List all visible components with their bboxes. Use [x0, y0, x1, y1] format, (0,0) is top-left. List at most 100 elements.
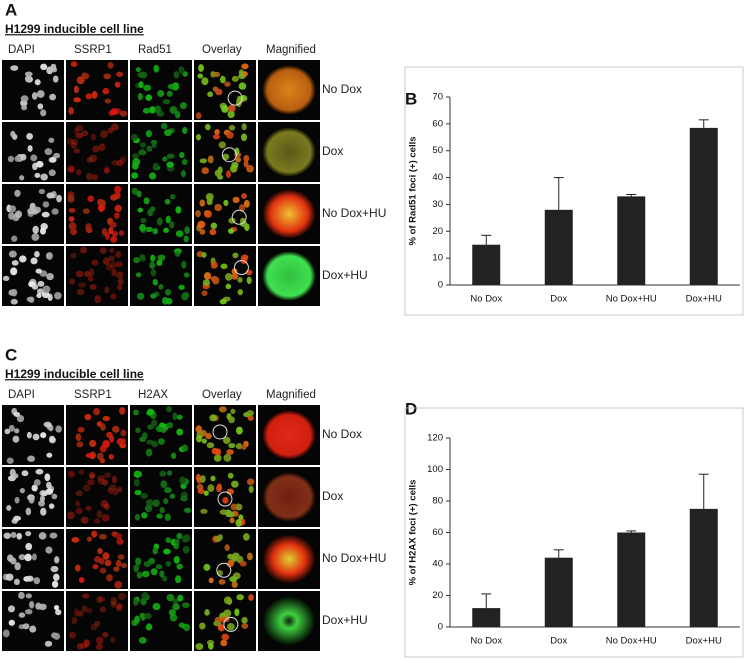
cell-nucleus [220, 639, 228, 647]
cell-nucleus [246, 164, 254, 173]
cell-nucleus [75, 490, 84, 497]
bar [544, 557, 573, 627]
cell-nucleus [110, 600, 117, 608]
cell-nucleus [13, 578, 20, 586]
cell-nucleus [25, 507, 32, 516]
cell-nucleus [218, 141, 226, 149]
cell-nucleus [158, 438, 165, 445]
cell-nucleus [102, 552, 110, 560]
cell-nucleus [13, 411, 21, 417]
cell-nucleus [107, 62, 114, 69]
cell-nucleus [5, 573, 14, 581]
cell-nucleus [95, 643, 103, 651]
cell-nucleus [87, 275, 94, 282]
bar [689, 127, 718, 285]
cell-nucleus [152, 162, 159, 170]
cell-nucleus [202, 279, 210, 286]
row-label: No Dox+HU [322, 551, 386, 565]
cell-nucleus [118, 230, 125, 236]
cell-nucleus [235, 442, 243, 450]
cell-nucleus [83, 639, 90, 647]
cell-nucleus [164, 198, 171, 205]
cell-nucleus [99, 247, 107, 255]
cell-nucleus [174, 110, 181, 119]
cell-nucleus [183, 235, 189, 243]
cell-nucleus [197, 220, 206, 229]
cell-nucleus [104, 472, 111, 478]
cell-nucleus [214, 203, 223, 212]
cell-nucleus [183, 623, 191, 632]
cell-nucleus [211, 276, 220, 285]
cell-nucleus [38, 603, 47, 611]
cell-nucleus [201, 438, 208, 444]
cell-nucleus [181, 535, 188, 543]
cell-nucleus [162, 575, 168, 582]
cell-nucleus [76, 76, 85, 85]
cell-nucleus [28, 495, 35, 504]
cell-nucleus [71, 138, 79, 146]
column-header: Rad51 [138, 44, 172, 56]
cell-nucleus [116, 603, 123, 610]
cell-nucleus [234, 503, 243, 511]
error-bar [626, 193, 637, 197]
cell-nucleus [83, 640, 90, 648]
cell-nucleus [148, 106, 157, 114]
cell-nucleus [219, 509, 228, 515]
cell-nucleus [117, 592, 126, 600]
cell-nucleus [184, 507, 192, 514]
cell-nucleus [19, 175, 25, 181]
magnified-cell [262, 65, 316, 115]
cell-nucleus [204, 210, 212, 218]
cell-nucleus [51, 580, 59, 588]
cell-nucleus [145, 448, 153, 457]
bar [617, 196, 646, 285]
cell-nucleus [230, 503, 237, 511]
cell-nucleus [227, 623, 235, 631]
column-header: SSRP1 [74, 389, 112, 401]
cell-nucleus [92, 564, 99, 570]
y-tick-label: 0 [438, 622, 443, 633]
y-tick-label: 60 [432, 118, 443, 129]
cell-nucleus [174, 251, 181, 257]
cell-nucleus [225, 170, 231, 179]
cell-nucleus [241, 616, 248, 624]
cell-nucleus [175, 230, 184, 237]
cell-nucleus [223, 199, 229, 206]
cell-nucleus [243, 160, 249, 168]
cell-nucleus [56, 194, 62, 203]
panel-label: C [5, 345, 17, 364]
cell-nucleus [107, 487, 114, 494]
cell-nucleus [99, 444, 107, 453]
cell-nucleus [238, 514, 244, 520]
cell-nucleus [34, 172, 41, 178]
cell-nucleus [232, 196, 240, 204]
magnified-cell [262, 596, 316, 646]
cell-nucleus [92, 145, 100, 153]
cell-nucleus [132, 153, 140, 159]
cell-nucleus [234, 608, 240, 617]
micrograph [66, 591, 128, 651]
cell-nucleus [27, 207, 36, 215]
cell-nucleus [144, 504, 153, 513]
cell-nucleus [228, 104, 236, 113]
cell-nucleus [231, 75, 239, 82]
cell-nucleus [164, 288, 172, 296]
panel-label: B [405, 89, 417, 108]
cell-nucleus [10, 130, 16, 138]
cell-nucleus [78, 469, 85, 475]
cell-nucleus [39, 495, 46, 503]
cell-nucleus [11, 260, 19, 266]
cell-nucleus [204, 123, 211, 131]
cell-nucleus [75, 124, 84, 132]
cell-nucleus [164, 513, 171, 521]
cell-nucleus [24, 609, 33, 615]
cell-nucleus [173, 555, 180, 564]
cell-nucleus [104, 286, 110, 294]
cell-nucleus [210, 475, 216, 482]
cell-nucleus [139, 148, 146, 156]
magnified-cell [262, 127, 316, 177]
cell-nucleus [175, 575, 182, 584]
cell-nucleus [44, 640, 52, 647]
cell-nucleus [22, 623, 30, 630]
